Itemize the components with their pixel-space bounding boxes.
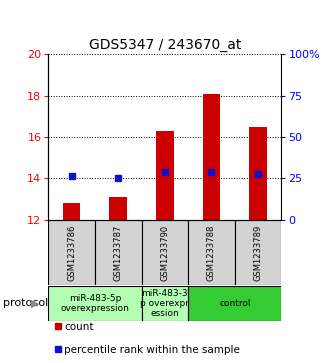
Title: GDS5347 / 243670_at: GDS5347 / 243670_at	[89, 38, 241, 52]
Bar	[142, 220, 188, 285]
Bar	[48, 220, 95, 285]
Text: protocol: protocol	[3, 298, 49, 309]
Bar	[202, 94, 220, 220]
Text: miR-483-3
p overexpr
ession: miR-483-3 p overexpr ession	[140, 289, 189, 318]
Bar	[188, 286, 281, 321]
Text: GSM1233788: GSM1233788	[207, 224, 216, 281]
Bar	[235, 220, 281, 285]
Text: GSM1233789: GSM1233789	[253, 225, 263, 281]
Bar	[109, 197, 127, 220]
Text: miR-483-5p
overexpression: miR-483-5p overexpression	[61, 294, 129, 313]
Bar	[249, 127, 267, 220]
Bar	[48, 286, 142, 321]
Bar	[188, 220, 235, 285]
Text: percentile rank within the sample: percentile rank within the sample	[64, 345, 240, 355]
Text: GSM1233790: GSM1233790	[160, 225, 169, 281]
Text: GSM1233787: GSM1233787	[114, 224, 123, 281]
Bar	[63, 203, 81, 220]
Text: ▶: ▶	[31, 298, 39, 309]
Bar	[95, 220, 142, 285]
Text: GSM1233786: GSM1233786	[67, 224, 76, 281]
Text: control: control	[219, 299, 250, 308]
Bar	[156, 131, 174, 220]
Text: count: count	[64, 322, 94, 333]
Bar	[142, 286, 188, 321]
